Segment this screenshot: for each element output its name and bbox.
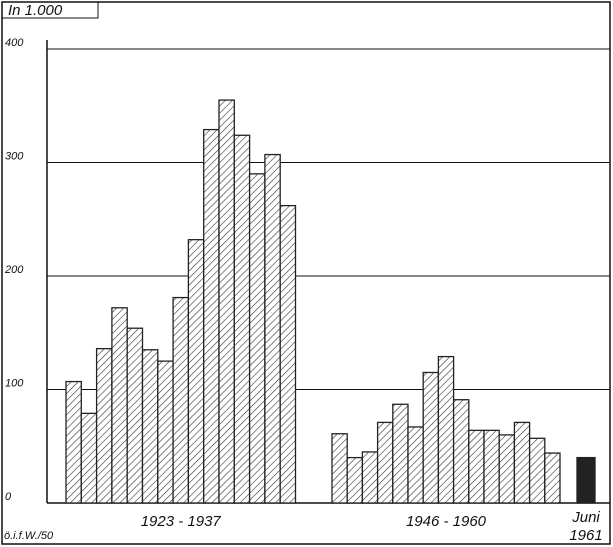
bar xyxy=(187,239,205,504)
bar xyxy=(407,426,424,504)
bar xyxy=(498,434,516,504)
source: ö.i.f.W./50 xyxy=(4,530,54,542)
bar xyxy=(452,399,470,504)
bar xyxy=(422,371,440,504)
y-tick-label: 400 xyxy=(5,37,24,49)
y-tick-label: 100 xyxy=(5,377,24,389)
bar xyxy=(126,327,144,504)
bar xyxy=(203,128,220,504)
y-tick-label: 300 xyxy=(5,150,24,162)
bar xyxy=(111,307,128,504)
bar xyxy=(376,421,394,504)
unit-box xyxy=(1,1,99,19)
group-label: Juni xyxy=(571,509,600,526)
bar xyxy=(483,429,500,504)
y-tick-label: 200 xyxy=(4,264,24,276)
y-tick-label: 0 xyxy=(5,491,12,503)
bar xyxy=(218,99,235,504)
bar xyxy=(361,451,379,504)
bar xyxy=(468,429,485,504)
bar xyxy=(576,456,596,504)
bar xyxy=(80,412,98,504)
bar xyxy=(248,173,266,504)
group-label: 1946 - 1960 xyxy=(406,513,487,530)
bar xyxy=(392,403,409,504)
bar xyxy=(513,421,531,504)
bar xyxy=(346,456,364,504)
bar xyxy=(141,349,159,504)
bar xyxy=(331,433,348,504)
bar xyxy=(437,355,455,504)
group-label: 1923 - 1937 xyxy=(141,513,222,530)
group-label: 1961 xyxy=(569,527,602,544)
bar xyxy=(157,360,174,504)
bar xyxy=(172,296,190,504)
bar xyxy=(65,380,82,504)
bar xyxy=(95,347,113,504)
bar xyxy=(528,437,546,504)
bar xyxy=(264,153,281,504)
bar xyxy=(279,204,297,504)
unit-label: In 1.000 xyxy=(8,2,63,19)
bar xyxy=(544,452,561,504)
bar xyxy=(233,134,251,504)
